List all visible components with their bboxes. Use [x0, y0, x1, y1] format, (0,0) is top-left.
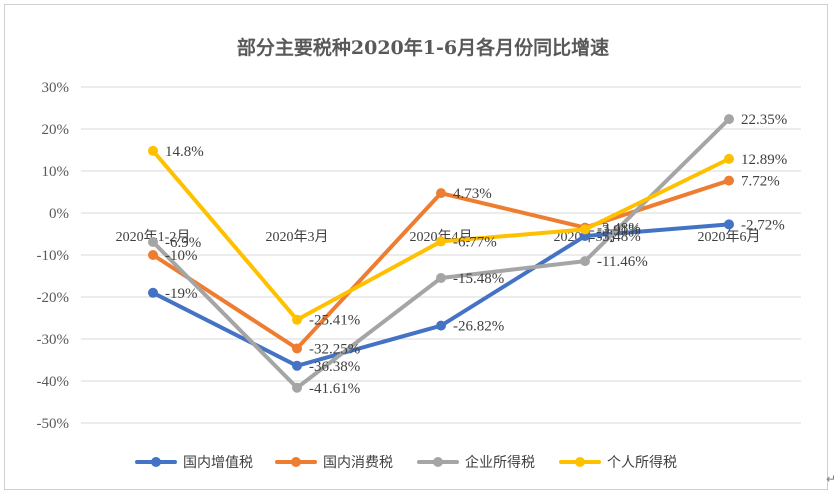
data-label-consumption-tax: -10% [165, 248, 198, 264]
series-lines [148, 114, 734, 393]
data-label-vat: -2.72% [741, 217, 785, 233]
data-point-personal-tax [436, 236, 446, 247]
data-point-personal-tax [292, 314, 302, 325]
data-label-consumption-tax: -3.48% [597, 221, 641, 237]
data-label-consumption-tax: 7.72% [741, 174, 780, 190]
paragraph-mark: ↵ [826, 472, 837, 486]
data-label-vat: -26.82% [453, 319, 504, 335]
data-label-consumption-tax: -32.25% [309, 341, 360, 357]
data-label-personal-tax: -25.41% [309, 313, 360, 329]
legend-label-consumption-tax: 国内消费税 [323, 455, 393, 471]
legend-marker-corporate-tax [433, 457, 443, 467]
chart-title: 部分主要税种2020年1-6月各月份同比增速 [237, 36, 609, 59]
data-point-corporate-tax [436, 273, 446, 284]
data-point-vat [724, 219, 734, 230]
category-label: 2020年6月 [698, 229, 761, 245]
data-label-personal-tax: 12.89% [741, 152, 787, 168]
y-tick-label: -30% [37, 332, 70, 348]
y-tick-label: 20% [42, 122, 70, 138]
legend-label-vat: 国内增值税 [183, 455, 253, 471]
y-tick-label: -20% [37, 290, 70, 306]
data-label-corporate-tax: -15.48% [453, 271, 504, 287]
category-label: 2020年3月 [266, 229, 329, 245]
data-label-vat: -19% [165, 286, 198, 302]
data-label-corporate-tax: -6.9% [165, 235, 201, 251]
data-point-corporate-tax [292, 382, 302, 393]
data-label-corporate-tax: -11.46% [597, 254, 648, 270]
y-tick-label: 30% [42, 80, 70, 96]
line-chart: 部分主要税种2020年1-6月各月份同比增速 30% 20% 10% 0% -10% -2… [37, 36, 801, 471]
data-point-vat [148, 287, 158, 298]
chart-frame: 部分主要税种2020年1-6月各月份同比增速 30% 20% 10% 0% -10% -2… [4, 4, 828, 490]
gridlines [81, 86, 801, 424]
data-point-corporate-tax [148, 236, 158, 247]
y-axis-ticks: 30% 20% 10% 0% -10% -20% -30% -40% -50% [37, 80, 70, 432]
data-point-vat [292, 360, 302, 371]
data-label-consumption-tax: 4.73% [453, 186, 492, 202]
y-tick-label: -10% [37, 248, 70, 264]
data-point-consumption-tax [292, 343, 302, 354]
data-point-corporate-tax [580, 256, 590, 267]
data-label-vat: -5.48% [597, 229, 641, 245]
legend-label-corporate-tax: 企业所得税 [465, 454, 535, 471]
data-point-consumption-tax [148, 250, 158, 260]
data-label-corporate-tax: -41.61% [309, 381, 360, 397]
data-point-consumption-tax [724, 175, 734, 186]
legend-label-personal-tax: 个人所得税 [607, 454, 677, 471]
data-label-corporate-tax: 22.35% [741, 112, 787, 128]
y-tick-label: -40% [37, 374, 70, 390]
data-label-personal-tax: -3.91% [597, 222, 641, 238]
data-point-consumption-tax [436, 188, 446, 199]
data-point-vat [436, 320, 446, 331]
y-tick-label: -50% [37, 416, 70, 432]
data-point-personal-tax [580, 224, 590, 235]
data-point-corporate-tax [724, 114, 734, 125]
y-tick-label: 0% [49, 206, 69, 222]
data-point-personal-tax [148, 145, 158, 156]
data-label-personal-tax: 14.8% [165, 144, 204, 160]
data-label-personal-tax: -6.77% [453, 234, 497, 250]
legend: 国内增值税 国内消费税 企业所得税 个人所得税 [135, 454, 677, 471]
legend-marker-consumption-tax [291, 457, 301, 467]
legend-marker-personal-tax [575, 457, 585, 467]
y-tick-label: 10% [42, 164, 70, 180]
data-label-vat: -36.38% [309, 359, 360, 375]
legend-marker-vat [151, 457, 161, 467]
data-labels: -19% -36.38% -26.82% -5.48% -2.72% -10% -32.25… [165, 112, 787, 397]
data-point-personal-tax [724, 153, 734, 164]
